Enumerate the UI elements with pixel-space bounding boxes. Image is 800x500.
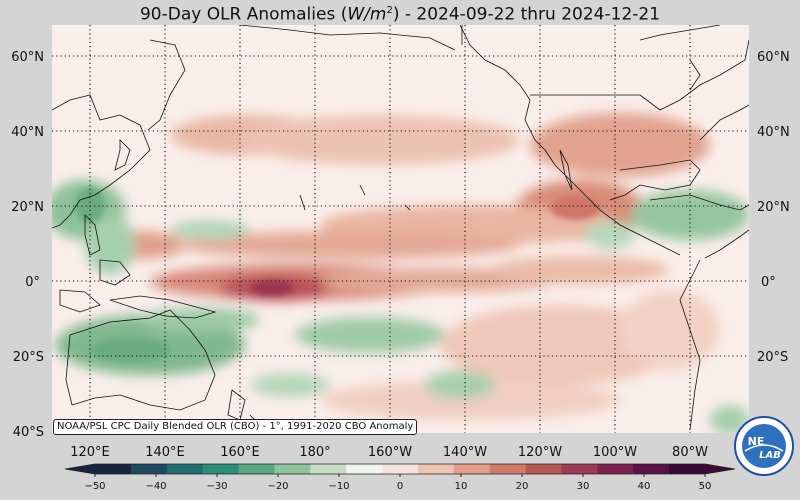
lat-label: 40°S — [13, 425, 44, 440]
title-unit-exponent: 2 — [386, 5, 393, 16]
colorbar-tick-label: −30 — [206, 481, 227, 492]
lat-label: 20°S — [757, 350, 788, 365]
title-prefix: 90-Day OLR Anomalies ( — [139, 4, 348, 25]
colorbar-tick-label: 0 — [397, 481, 403, 492]
colorbar-swatch — [597, 464, 634, 474]
lon-label: 100°W — [593, 445, 637, 460]
logo-wave — [744, 444, 784, 452]
map-title: 90-Day OLR Anomalies (W/m2) - 2024-09-22… — [0, 0, 800, 25]
colorbar-swatch — [669, 464, 706, 474]
longitude-labels: 120°E 140°E 160°E 180° 160°W 140°W 120°W… — [70, 445, 708, 460]
lat-label: 40°N — [757, 125, 790, 140]
lat-label: 60°N — [11, 50, 44, 65]
noaa-lab-logo: NE LAB — [734, 416, 794, 476]
colorbar-swatch — [238, 464, 275, 474]
colorbar-ticks: −50 −40 −30 −20 −10 0 10 20 30 40 50 — [84, 474, 711, 492]
colorbar-tick-label: 30 — [577, 481, 590, 492]
colorbar-tick-label: 20 — [516, 481, 529, 492]
colorbar-extend-high — [705, 464, 735, 474]
colorbar-swatch — [633, 464, 670, 474]
colorbar-tick-label: −10 — [328, 481, 349, 492]
colorbar-swatch — [346, 464, 383, 474]
lon-label: 120°E — [70, 445, 110, 460]
latitude-labels-left: 60°N 40°N 20°N 0° 20°S 40°S — [11, 50, 44, 440]
source-note: NOAA/PSL CPC Daily Blended OLR (CBO) - 1… — [53, 419, 418, 435]
title-suffix: ) - 2024-09-22 thru 2024-12-21 — [392, 4, 661, 25]
latitude-labels-right: 60°N 40°N 20°N 0° 20°S — [757, 50, 790, 365]
lat-label: 0° — [761, 275, 776, 290]
colorbar-extend-low — [65, 464, 95, 474]
lon-label: 160°W — [368, 445, 412, 460]
colorbar-swatch — [95, 464, 132, 474]
colorbar-tick-label: 50 — [699, 481, 712, 492]
title-unit: W/m — [347, 4, 387, 25]
colorbar-tick-label: 40 — [638, 481, 651, 492]
logo-text-bottom: LAB — [759, 450, 781, 461]
colorbar-swatch — [166, 464, 204, 474]
lat-label: 20°S — [13, 350, 44, 365]
logo-text-top: NE — [748, 435, 765, 448]
colorbar-swatch — [130, 464, 168, 474]
lat-label: 0° — [25, 275, 40, 290]
lon-label: 160°E — [220, 445, 260, 460]
colorbar-swatch — [525, 464, 562, 474]
colorbar-tick-label: −50 — [84, 481, 105, 492]
colorbar-swatch — [202, 464, 240, 474]
graticule — [52, 25, 749, 433]
colorbar-swatch — [310, 464, 347, 474]
colorbar-swatch — [489, 464, 527, 474]
colorbar-swatch — [417, 464, 455, 474]
coastlines — [52, 25, 749, 433]
lon-label: 140°E — [145, 445, 185, 460]
colorbar-swatch — [561, 464, 598, 474]
colorbar-tick-label: −20 — [267, 481, 288, 492]
colorbar-swatch — [274, 464, 311, 474]
anomaly-field — [52, 25, 749, 433]
colorbar: −50 −40 −30 −20 −10 0 10 20 30 40 50 — [64, 463, 736, 492]
lon-label: 180° — [299, 445, 330, 460]
lon-label: 140°W — [443, 445, 487, 460]
lat-label: 40°N — [11, 125, 44, 140]
anomaly-core — [75, 187, 600, 362]
colorbar-swatches — [64, 463, 736, 475]
lat-label: 20°N — [11, 200, 44, 215]
lat-label: 20°N — [757, 200, 790, 215]
colorbar-swatch — [382, 464, 419, 474]
colorbar-tick-label: −40 — [145, 481, 166, 492]
lon-label: 120°W — [518, 445, 562, 460]
logo-globe — [742, 424, 786, 468]
lon-label: 80°W — [672, 445, 708, 460]
colorbar-swatch — [453, 464, 491, 474]
lat-label: 60°N — [757, 50, 790, 65]
colorbar-tick-label: 10 — [455, 481, 468, 492]
